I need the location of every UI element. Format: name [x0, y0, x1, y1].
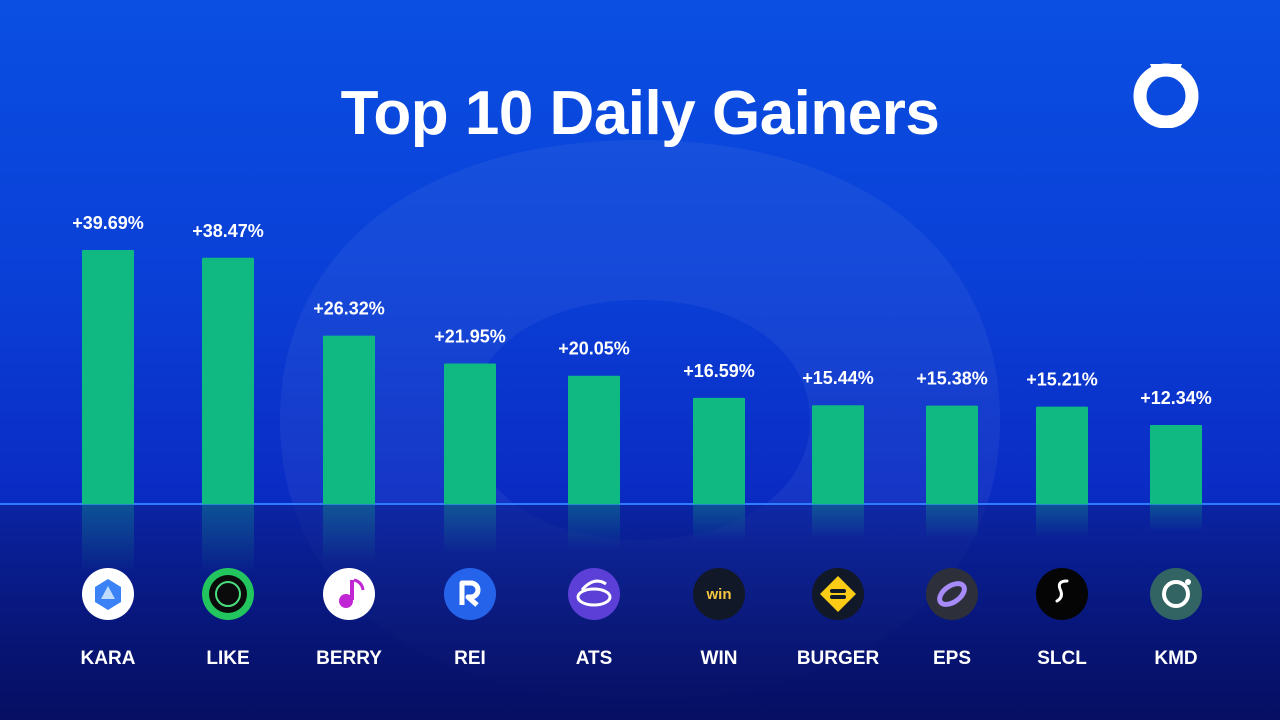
bar-reflection: [202, 504, 254, 574]
like-token-icon: [202, 568, 254, 620]
bar-reflection: [568, 504, 620, 549]
data-label: +26.32%: [313, 299, 385, 319]
data-label: +15.38%: [916, 369, 988, 389]
data-label: +15.21%: [1026, 370, 1098, 390]
tick-label: KARA: [81, 648, 136, 669]
page-title: Top 10 Daily Gainers: [340, 79, 940, 148]
svg-text:win: win: [706, 586, 732, 603]
bar: [444, 363, 496, 504]
data-label: +39.69%: [72, 213, 144, 233]
bar: [1150, 425, 1202, 504]
data-label: +38.47%: [192, 221, 264, 241]
bar-reflection: [444, 504, 496, 554]
tick-label: EPS: [933, 648, 971, 669]
data-label: +21.95%: [434, 327, 506, 347]
data-label: +20.05%: [558, 339, 630, 359]
tick-label: BURGER: [797, 648, 880, 669]
chart-baseline: [0, 503, 1280, 505]
tick-label: BERRY: [316, 648, 382, 669]
tick-label: SLCL: [1037, 648, 1087, 669]
bar-reflection: [323, 504, 375, 563]
bar: [82, 250, 134, 504]
berry-token-icon: [323, 568, 375, 620]
bar: [1036, 406, 1088, 504]
bar-reflection: [693, 504, 745, 542]
tick-label: REI: [454, 648, 486, 669]
eps-token-icon: [926, 568, 978, 620]
tick-label: WIN: [701, 648, 738, 669]
slcl-token-icon: [1036, 568, 1088, 620]
bar: [693, 397, 745, 504]
rei-token-icon: [444, 568, 496, 620]
ats-token-icon: [568, 568, 620, 620]
data-label: +16.59%: [683, 361, 755, 381]
data-label: +15.44%: [802, 368, 874, 388]
bar: [812, 405, 864, 504]
tick-label: KMD: [1154, 648, 1197, 669]
bar: [926, 405, 978, 504]
bar: [568, 375, 620, 504]
win-token-icon: win: [693, 568, 745, 620]
ring-logo-icon: [1133, 63, 1199, 128]
kmd-token-icon: [1150, 568, 1202, 620]
bar-reflection: [1150, 504, 1202, 532]
tick-label: LIKE: [206, 648, 249, 669]
bar-reflection: [1036, 504, 1088, 539]
bar: [323, 335, 375, 504]
burger-token-icon: [812, 568, 864, 620]
tick-label: ATS: [576, 648, 613, 669]
bar-reflection: [812, 504, 864, 539]
bar-reflection: [926, 504, 978, 539]
bar-reflection: [82, 504, 134, 574]
kara-token-icon: [82, 568, 134, 620]
data-label: +12.34%: [1140, 388, 1212, 408]
bar: [202, 257, 254, 504]
